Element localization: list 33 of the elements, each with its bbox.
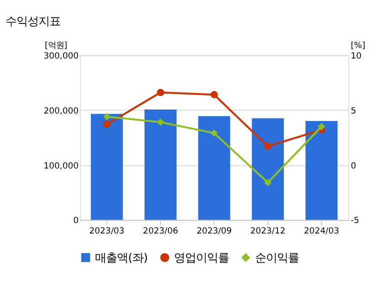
y2-tick-label: -5 <box>350 215 360 226</box>
legend-label: 매출액(좌) <box>95 251 148 264</box>
bar <box>90 114 123 220</box>
y-tick-label: 100,000 <box>44 160 79 170</box>
point <box>103 113 111 120</box>
x-tick-label: 2023/03 <box>89 226 124 236</box>
x-tick-label: 2023/12 <box>250 226 286 236</box>
y2-tick-label: 10 <box>350 50 362 60</box>
point <box>318 122 326 130</box>
point <box>103 120 111 128</box>
y2-tick-label: 0 <box>350 160 356 170</box>
bar <box>252 118 284 220</box>
legend-label: 순이익률 <box>255 251 300 264</box>
y-axis-title: [억원] <box>44 40 68 50</box>
bar <box>306 121 338 220</box>
y-tick-label: 0 <box>73 215 79 226</box>
bar <box>198 116 230 220</box>
point <box>210 129 218 137</box>
y2-tick-label: 5 <box>350 105 356 116</box>
legend-label: 영업이익률 <box>174 251 230 264</box>
bar <box>144 110 177 220</box>
y-tick-label: 200,000 <box>44 105 79 116</box>
y-tick-label: 300,000 <box>44 50 79 60</box>
point <box>156 88 164 96</box>
point <box>210 91 218 98</box>
point <box>156 118 164 126</box>
point <box>264 142 272 150</box>
chart-title: 수익성지표 <box>5 15 60 28</box>
y2-axis-title: [%] <box>350 40 366 50</box>
x-tick-label: 2023/09 <box>196 226 232 236</box>
x-tick-label: 2024/03 <box>304 226 340 236</box>
x-tick-label: 2023/06 <box>142 226 178 236</box>
point <box>264 178 272 186</box>
